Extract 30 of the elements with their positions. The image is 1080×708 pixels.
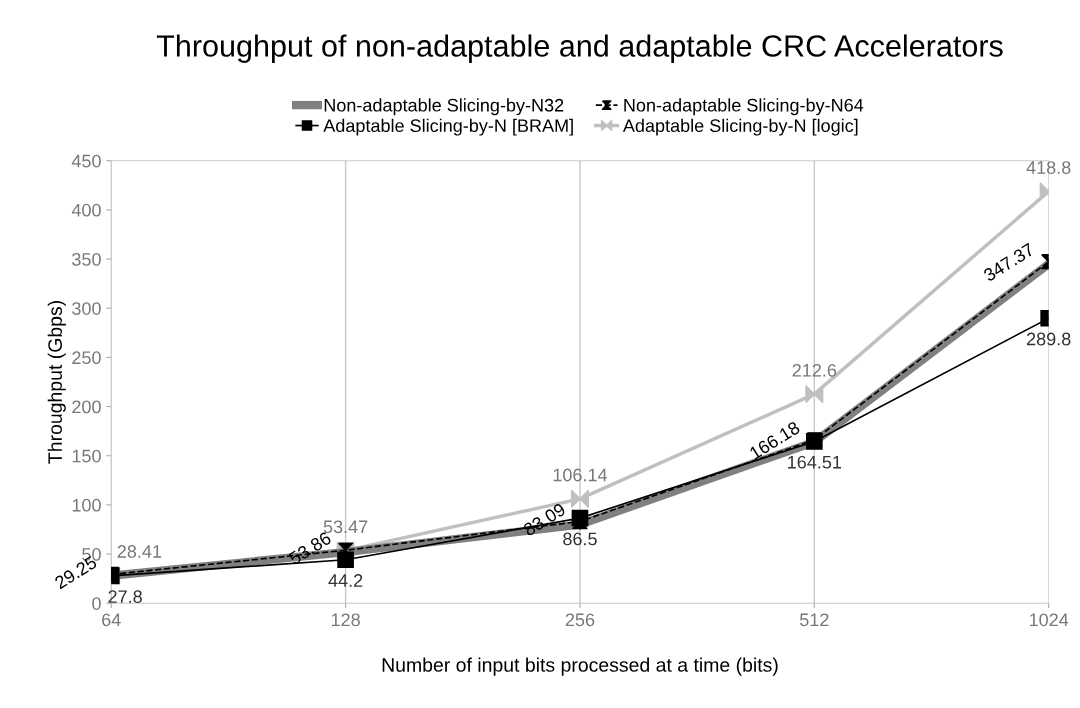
y-tick-label: 450: [71, 154, 101, 168]
x-tick-label: 1024: [1029, 613, 1069, 627]
y-axis-title: Throughput (Gbps): [47, 301, 66, 464]
data-label: 44.2: [328, 574, 363, 587]
y-tick-label: 200: [72, 400, 101, 414]
y-tick-label: 0: [92, 597, 101, 610]
x-tick-label: 128: [331, 613, 360, 627]
x-tick-label: 256: [565, 613, 595, 627]
data-label: 28.41: [117, 545, 162, 558]
data-label: 27.8: [108, 590, 142, 604]
x-axis-title: Number of input bits processed at a time (bits): [382, 657, 778, 676]
data-label: 106.14: [553, 468, 608, 482]
legend-label: Adaptable Slicing-by-N [BRAM]: [323, 118, 573, 136]
data-label: 53.47: [323, 520, 368, 534]
legend-label: Non-adaptable Slicing-by-N32: [324, 98, 564, 116]
data-label: 289.8: [1027, 332, 1071, 346]
chart-title: Throughput of non-adaptable and adaptable CRC Accelerators: [156, 34, 1003, 63]
x-tick-label: 64: [102, 613, 121, 627]
y-tick-label: 250: [72, 351, 101, 365]
data-label: 212.6: [792, 363, 837, 377]
legend-label: Non-adaptable Slicing-by-N64: [624, 98, 864, 116]
data-label: 418.8: [1026, 161, 1071, 174]
y-tick-label: 400: [71, 203, 101, 217]
y-tick-label: 350: [72, 252, 101, 266]
y-tick-label: 100: [72, 498, 101, 512]
y-tick-label: 150: [72, 449, 101, 463]
data-label: 86.5: [563, 532, 597, 546]
legend-label: Adaptable Slicing-by-N [logic]: [622, 118, 858, 136]
y-tick-label: 300: [72, 302, 101, 315]
x-tick-label: 512: [799, 613, 829, 627]
